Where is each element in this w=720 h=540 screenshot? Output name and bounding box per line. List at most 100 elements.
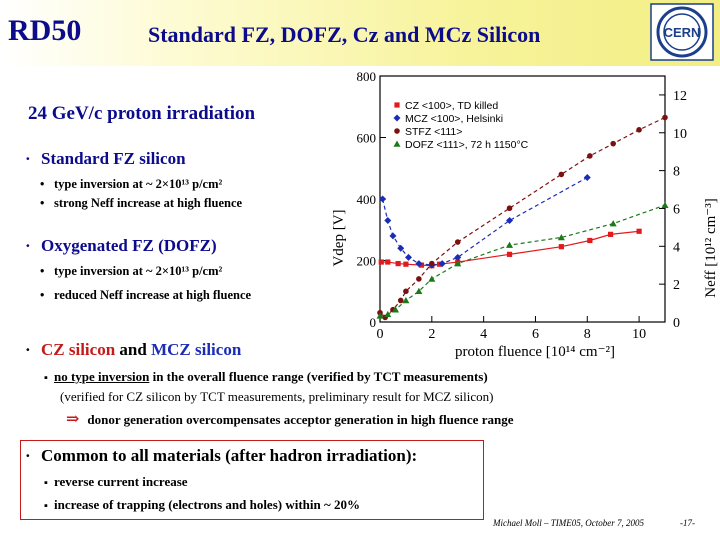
point-dofz [428, 275, 436, 282]
footer-author: Michael Moll – TIME05, October 7, 2005 [493, 518, 644, 528]
y-tick-label: 800 [357, 69, 377, 84]
implies-arrow-icon: ⇒ [66, 411, 80, 428]
legend-label-mcz: MCZ <100>, Helsinki [405, 113, 503, 125]
point-cz [607, 231, 614, 237]
common-item-2: ▪ increase of trapping (electrons and hol… [44, 497, 361, 512]
x-axis-label: proton fluence [10¹⁴ cm⁻²] [455, 344, 615, 360]
common-box [20, 440, 484, 520]
cz-line-2: (verified for CZ silicon by TCT measurem… [60, 389, 494, 404]
point-mcz [506, 217, 514, 225]
cz-title-text: CZ silicon [41, 340, 116, 359]
point-mcz [397, 244, 405, 252]
point-stfz [429, 260, 435, 267]
x-tick-label: 2 [428, 327, 435, 342]
series-line-cz [381, 230, 640, 267]
point-mcz [379, 195, 387, 203]
logo-text: CERN [664, 25, 701, 40]
point-dofz [661, 201, 669, 208]
y2-tick-label: 4 [673, 240, 680, 255]
bullet-icon: • [40, 196, 45, 210]
y-tick-label: 400 [357, 192, 377, 207]
point-cz [418, 262, 425, 268]
point-mcz [454, 253, 462, 261]
point-legend-cz [394, 102, 400, 108]
point-dofz [609, 220, 617, 227]
bullet-icon: · [25, 340, 31, 359]
legend-label-dofz: DOFZ <111>, 72 h 1150°C [405, 139, 529, 151]
fz-item-1: • type inversion at ~ 2×10¹³ p/cm² [40, 177, 223, 191]
point-cz [506, 251, 513, 257]
point-legend-mcz [393, 114, 401, 122]
y2-tick-label: 6 [673, 202, 680, 217]
square-bullet-icon: ▪ [44, 500, 48, 512]
common-item-1: ▪ reverse current increase [44, 474, 188, 489]
x-tick-label: 4 [480, 327, 487, 342]
point-mcz [405, 253, 412, 261]
point-stfz [662, 114, 668, 121]
x-tick-label: 6 [532, 327, 539, 342]
x-tick-label: 8 [584, 327, 591, 342]
point-stfz [397, 297, 404, 304]
page-title: Standard FZ, DOFZ, Cz and MCz Silicon [148, 22, 541, 47]
point-mcz [438, 260, 446, 268]
common-title-text: Common to all materials (after hadron ir… [41, 446, 418, 465]
mcz-title-text: MCZ silicon [151, 340, 242, 359]
legend-label-stfz: STFZ <111> [405, 126, 462, 138]
series-line-dofz [379, 204, 666, 317]
point-stfz [636, 127, 642, 133]
point-stfz [558, 171, 565, 178]
square-bullet-icon: ▪ [44, 372, 48, 384]
y-axis-label: Vdep [V] [331, 209, 347, 266]
section-cz-title: · CZ silicon and MCZ silicon [25, 340, 241, 360]
point-cz [636, 228, 642, 234]
point-stfz [610, 140, 616, 147]
point-stfz [403, 288, 409, 295]
point-stfz [454, 239, 461, 245]
point-dofz [376, 312, 384, 319]
point-dofz [392, 306, 400, 313]
y-tick-label: 0 [370, 315, 377, 330]
point-dofz [384, 310, 392, 318]
point-cz [385, 259, 391, 265]
x-tick-label: 10 [632, 327, 646, 342]
y2-axis-label: Neff [10¹² cm⁻³] [703, 198, 719, 297]
dofz-title-text: Oxygenated FZ (DOFZ) [41, 236, 217, 255]
y2-tick-label: 8 [673, 165, 680, 180]
bullet-icon: • [40, 288, 45, 302]
y2-tick-label: 12 [673, 89, 687, 104]
point-cz [587, 237, 593, 244]
bullet-icon: • [40, 177, 45, 191]
square-bullet-icon: ▪ [44, 477, 48, 489]
section-fz-title: · Standard FZ silicon [25, 149, 186, 169]
point-mcz [389, 232, 397, 240]
short-title: RD50 [8, 14, 82, 47]
point-legend-stfz [394, 128, 400, 134]
point-dofz [506, 241, 514, 248]
y-tick-label: 200 [357, 254, 377, 269]
point-cz [558, 244, 564, 250]
dofz-item-1: • type inversion at ~ 2×10¹³ p/cm² [40, 264, 223, 278]
cz-title-and: and [115, 340, 152, 359]
point-cz [403, 261, 409, 267]
y2-tick-label: 2 [673, 278, 680, 293]
legend-label-cz: CZ <100>, TD killed [405, 100, 498, 112]
point-dofz [415, 287, 423, 295]
cz-line-3: ⇒ donor generation overcompensates accept… [66, 411, 514, 428]
page-number: -17- [680, 518, 695, 528]
point-dofz [402, 296, 410, 304]
bullet-icon: · [25, 446, 31, 465]
point-dofz [454, 260, 462, 267]
point-legend-dofz [393, 140, 401, 147]
bullet-icon: · [25, 149, 31, 168]
point-mcz [415, 260, 423, 268]
subtitle: 24 GeV/c proton irradiation [28, 103, 256, 124]
point-cz [395, 260, 401, 267]
x-tick-label: 0 [377, 327, 384, 342]
cern-logo: CERN [650, 3, 714, 61]
section-common-title: · Common to all materials (after hadron i… [25, 446, 417, 466]
point-mcz [384, 217, 392, 225]
y2-tick-label: 10 [673, 127, 687, 142]
dofz-item-2: • reduced Neff increase at high fluence [40, 288, 252, 302]
bullet-icon: · [25, 236, 31, 255]
bullet-icon: • [40, 264, 45, 278]
